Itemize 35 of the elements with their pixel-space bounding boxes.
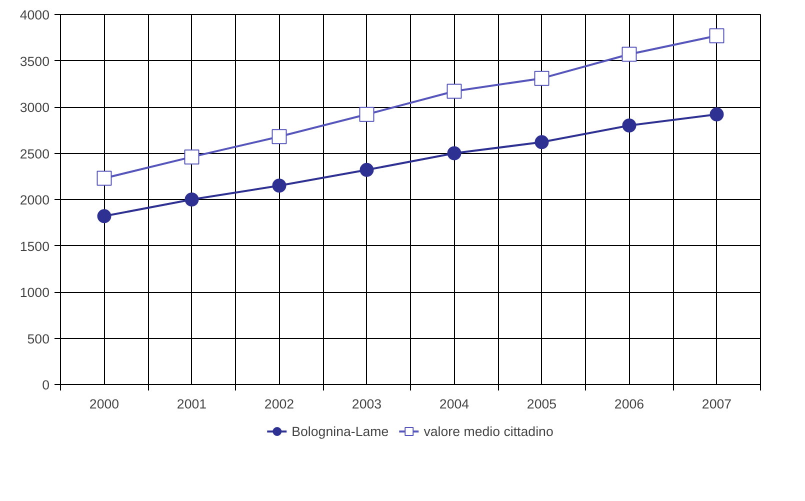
point [534, 70, 550, 86]
point [359, 106, 374, 122]
x-tick-label: 2003 [352, 396, 382, 412]
y-tick-label: 2500 [20, 146, 50, 162]
y-tick-label: 3500 [20, 54, 50, 69]
point [447, 146, 462, 160]
point [96, 170, 112, 186]
x-tick-label: 2007 [702, 396, 732, 412]
y-tick-label: 4000 [20, 8, 50, 22]
x-tick-label: 2006 [614, 396, 644, 412]
point [534, 135, 549, 150]
y-tick-label: 2000 [20, 192, 50, 208]
y-tick-label: 0 [42, 378, 50, 392]
y-tick-label: 3000 [20, 100, 50, 115]
x-tick-label: 2005 [526, 396, 557, 412]
x-tick-label: 2001 [176, 396, 207, 412]
y-tick-label: 1000 [20, 285, 50, 300]
point [710, 107, 724, 122]
point [446, 84, 462, 99]
point [184, 149, 200, 164]
x-tick-label: 2002 [264, 396, 294, 412]
point [272, 129, 287, 144]
point [360, 162, 374, 177]
legend-label: Bolognina-Lame [292, 424, 389, 438]
x-tick-label: 2000 [89, 396, 120, 412]
legend-label: valore medio cittadino [424, 424, 554, 438]
point [97, 209, 112, 224]
point [272, 178, 286, 193]
point [184, 192, 199, 206]
y-tick-label: 500 [27, 331, 50, 346]
point [622, 46, 637, 62]
x-tick-label: 2004 [439, 396, 470, 412]
point [709, 28, 724, 44]
y-tick-label: 1500 [20, 238, 50, 254]
point [622, 118, 636, 132]
